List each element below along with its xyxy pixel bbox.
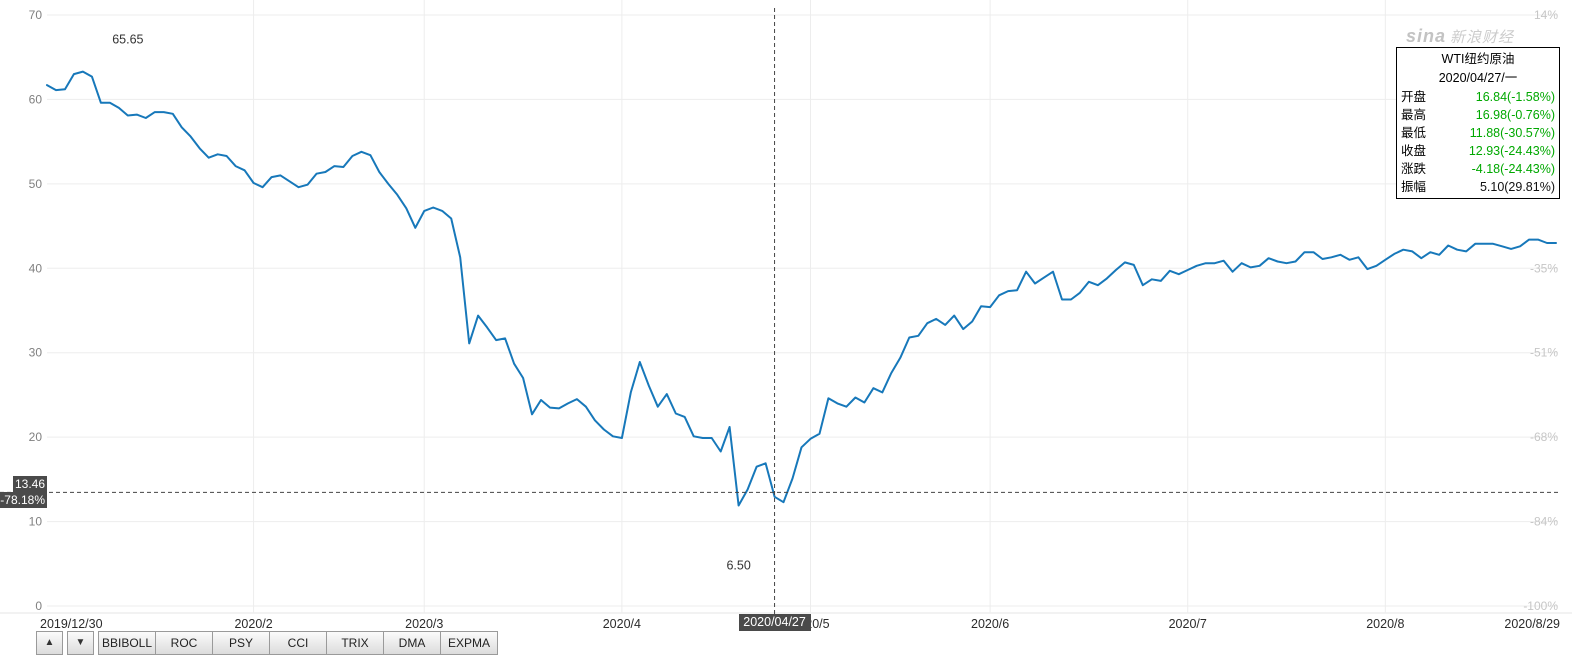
- quote-row-label: 涨跌: [1401, 162, 1427, 176]
- crosshair-price-badge: 13.46: [12, 476, 47, 493]
- y-axis-left-label: 10: [29, 515, 43, 529]
- quote-row-label: 最低: [1401, 126, 1427, 140]
- crosshair-percent-badge: -78.18%: [0, 492, 47, 509]
- quote-row-label: 振幅: [1401, 180, 1427, 194]
- quote-row: 最高 16.98(-0.76%): [1397, 106, 1559, 124]
- quote-row-label: 开盘: [1401, 90, 1427, 104]
- indicator-button-bbiboll[interactable]: BBIBOLL: [98, 631, 156, 655]
- indicator-button-cci[interactable]: CCI: [269, 631, 327, 655]
- y-axis-right-label: -51%: [1530, 346, 1558, 360]
- y-axis-left-label: 40: [29, 261, 43, 275]
- y-axis-left-label: 30: [29, 346, 43, 360]
- quote-row-value: 16.98(-0.76%): [1475, 108, 1555, 122]
- indicator-button-psy[interactable]: PSY: [212, 631, 270, 655]
- x-axis-label: 2020/7: [1169, 617, 1207, 631]
- x-axis-last-label: 2020/8/29: [1504, 617, 1560, 631]
- x-axis-first-label: 2019/12/30: [40, 617, 103, 631]
- x-axis-label: 2020/8: [1366, 617, 1404, 631]
- quote-row-label: 收盘: [1401, 144, 1427, 158]
- price-line: [46, 70, 1557, 507]
- x-axis-label: 2020/6: [971, 617, 1009, 631]
- indicator-button-dma[interactable]: DMA: [383, 631, 441, 655]
- y-axis-right-label: -68%: [1530, 430, 1558, 444]
- x-axis-label: 2020/4: [603, 617, 641, 631]
- y-axis-left-label: 20: [29, 430, 43, 444]
- indicator-button-trix[interactable]: TRIX: [326, 631, 384, 655]
- y-axis-left-label: 0: [35, 599, 42, 613]
- y-axis-left-label: 70: [29, 8, 43, 22]
- indicator-toolbar: ▲ ▼ BBIBOLL ROC PSY CCI TRIX DMA EXPMA: [0, 631, 498, 661]
- y-axis-right-label: -35%: [1530, 261, 1558, 275]
- x-axis-label: 2020/3: [405, 617, 443, 631]
- price-chart[interactable]: 0 10 20 30 40 50 60 70 14% -35% -51% -68% -84% -100% 2…: [0, 0, 1572, 644]
- period-high-annotation: 65.65: [112, 33, 143, 47]
- quote-row-value: 12.93(-24.43%): [1468, 144, 1555, 158]
- period-low-annotation: 6.50: [726, 559, 750, 573]
- indicator-button-expma[interactable]: EXPMA: [440, 631, 498, 655]
- sina-watermark-text: 新浪财经: [1450, 29, 1515, 46]
- quote-row-value: -4.18(-24.43%): [1471, 162, 1555, 176]
- quote-row: 收盘 12.93(-24.43%): [1397, 142, 1559, 160]
- quote-row: 最低 11.88(-30.57%): [1397, 124, 1559, 142]
- sina-logo-icon: sina: [1406, 26, 1447, 46]
- quote-info-panel: WTI纽约原油 2020/04/27/一 开盘 16.84(-1.58%) 最高 16…: [1396, 47, 1560, 199]
- toolbar-up-button[interactable]: ▲: [36, 631, 63, 655]
- instrument-title: WTI纽约原油: [1441, 52, 1515, 66]
- quote-row-label: 最高: [1401, 108, 1427, 122]
- y-axis-right-label: 14%: [1534, 8, 1558, 22]
- x-axis-label: 2020/2: [234, 617, 272, 631]
- quote-row: 涨跌 -4.18(-24.43%): [1397, 160, 1559, 178]
- y-axis-left-label: 50: [29, 177, 43, 191]
- indicator-button-group: BBIBOLL ROC PSY CCI TRIX DMA EXPMA: [98, 631, 498, 655]
- y-axis-right-label: -100%: [1523, 599, 1558, 613]
- toolbar-down-button[interactable]: ▼: [67, 631, 94, 655]
- quote-row: 振幅 5.10(29.81%): [1397, 178, 1559, 196]
- y-axis-right-label: -84%: [1530, 515, 1558, 529]
- sina-watermark: sina 新浪财经: [1406, 26, 1514, 47]
- y-axis-left-label: 60: [29, 92, 43, 106]
- quote-row-value: 11.88(-30.57%): [1469, 126, 1555, 140]
- quote-row-value: 5.10(29.81%): [1479, 180, 1555, 194]
- quote-rows: 开盘 16.84(-1.58%) 最高 16.98(-0.76%) 最低 11.88(-3…: [1397, 88, 1559, 196]
- indicator-button-roc[interactable]: ROC: [155, 631, 213, 655]
- quote-row: 开盘 16.84(-1.58%): [1397, 88, 1559, 106]
- quote-date: 2020/04/27/一: [1438, 71, 1518, 85]
- quote-row-value: 16.84(-1.58%): [1475, 90, 1555, 104]
- crosshair-date-badge: 2020/04/27: [738, 614, 811, 631]
